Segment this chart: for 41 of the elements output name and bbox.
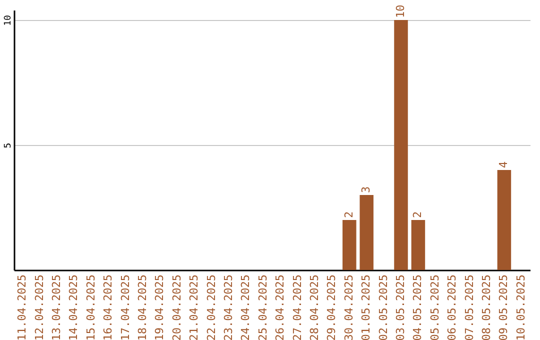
x-tick-label: 15.04.2025	[84, 274, 98, 340]
x-tick-label: 02.05.2025	[376, 274, 390, 340]
x-tick-label: 08.05.2025	[480, 274, 493, 340]
x-tick-label: 18.04.2025	[136, 274, 149, 340]
x-tick-label: 10.05.2025	[514, 274, 528, 340]
x-tick-label: 26.04.2025	[274, 274, 287, 340]
x-tick-label: 16.04.2025	[102, 274, 115, 340]
x-tick-label: 19.04.2025	[153, 274, 166, 340]
x-tick-label: 29.04.2025	[325, 274, 338, 340]
x-tick-label: 22.04.2025	[204, 274, 218, 340]
y-tick-label: 5	[4, 142, 14, 148]
x-tick-label: 20.04.2025	[170, 274, 184, 340]
x-tick-label: 30.04.2025	[342, 274, 356, 340]
bar	[394, 20, 408, 270]
x-tick-label: 01.05.2025	[360, 274, 373, 340]
bar	[360, 195, 374, 270]
data-label: 4	[497, 161, 510, 168]
x-tick-label: 05.05.2025	[428, 274, 442, 340]
x-tick-label: 17.04.2025	[118, 274, 132, 340]
x-tick-label: 13.04.2025	[50, 274, 63, 340]
x-tick-label: 04.05.2025	[411, 274, 424, 340]
bar	[411, 220, 426, 270]
data-label: 2	[411, 211, 424, 218]
x-tick-label: 12.04.2025	[32, 274, 46, 340]
x-tick-label: 03.05.2025	[394, 274, 407, 340]
x-tick-label: 09.05.2025	[497, 274, 510, 340]
x-tick-label: 06.05.2025	[446, 274, 459, 340]
data-label: 10	[394, 4, 407, 18]
bar	[342, 220, 356, 270]
data-label: 2	[342, 211, 356, 218]
x-tick-label: 24.04.2025	[239, 274, 252, 340]
x-tick-label: 21.04.2025	[188, 274, 201, 340]
x-tick-label: 07.05.2025	[462, 274, 476, 340]
x-tick-label: 11.04.2025	[16, 274, 29, 340]
x-tick-label: 14.04.2025	[67, 274, 80, 340]
x-tick-label: 25.04.2025	[256, 274, 270, 340]
bar	[497, 170, 512, 270]
data-label: 3	[360, 186, 373, 193]
x-tick-label: 23.04.2025	[222, 274, 235, 340]
x-tick-label: 28.04.2025	[308, 274, 321, 340]
x-tick-label: 27.04.2025	[290, 274, 304, 340]
